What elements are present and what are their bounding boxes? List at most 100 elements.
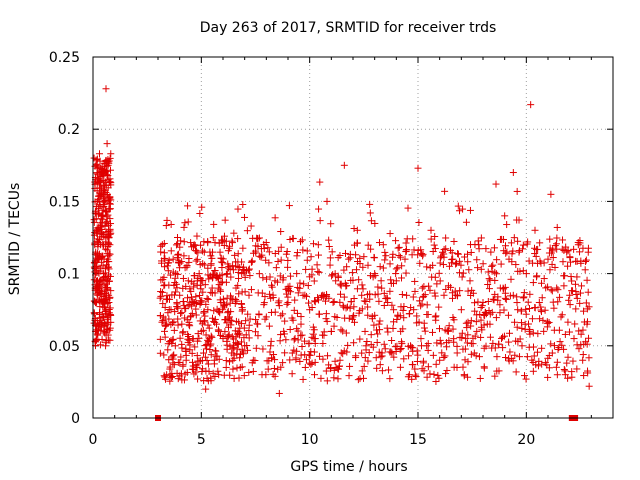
data-point <box>218 271 226 279</box>
data-point <box>308 265 316 273</box>
data-point <box>106 230 114 238</box>
data-point <box>223 270 231 278</box>
data-point <box>372 354 380 362</box>
data-point <box>202 300 210 308</box>
data-point <box>424 346 432 354</box>
data-point <box>199 326 207 334</box>
data-point <box>288 349 296 357</box>
data-point <box>431 273 439 281</box>
data-point <box>107 150 115 158</box>
data-point <box>234 250 242 258</box>
data-point <box>584 318 592 326</box>
data-point <box>323 317 331 325</box>
data-point <box>482 342 490 350</box>
data-point <box>168 372 176 380</box>
data-point <box>94 255 102 263</box>
data-point <box>493 256 501 264</box>
data-point <box>398 262 406 270</box>
data-point <box>350 303 358 311</box>
data-point <box>237 300 245 308</box>
data-point <box>336 298 344 306</box>
data-point <box>370 254 378 262</box>
data-point <box>538 294 546 302</box>
data-point <box>308 359 316 367</box>
data-point <box>196 281 204 289</box>
data-point <box>375 297 383 305</box>
data-point <box>250 249 258 257</box>
data-point <box>262 371 270 379</box>
data-point <box>96 150 103 158</box>
data-point <box>298 236 306 244</box>
data-point <box>179 328 187 336</box>
data-point <box>276 337 284 345</box>
data-point <box>238 258 246 266</box>
data-point <box>222 363 230 371</box>
data-point <box>345 255 353 263</box>
data-point <box>577 289 585 297</box>
data-point <box>430 370 438 378</box>
data-point <box>342 329 350 337</box>
data-point <box>178 320 186 328</box>
data-point <box>284 283 292 291</box>
data-point <box>202 345 210 353</box>
data-point <box>204 237 212 245</box>
data-point <box>222 278 230 286</box>
data-point <box>261 293 269 301</box>
data-point <box>348 269 356 277</box>
data-point <box>227 308 235 316</box>
data-point <box>335 362 343 370</box>
data-point <box>387 276 395 284</box>
data-point <box>526 305 534 313</box>
data-point <box>389 279 397 287</box>
data-point <box>375 239 383 247</box>
data-point <box>210 220 218 228</box>
data-point <box>301 291 309 299</box>
data-point <box>277 312 285 320</box>
data-point <box>106 215 114 223</box>
data-point <box>260 301 268 309</box>
data-point <box>106 166 114 174</box>
data-point <box>235 274 243 282</box>
data-point <box>270 364 278 372</box>
data-point <box>219 255 227 263</box>
data-point <box>420 367 428 375</box>
data-point <box>497 335 505 343</box>
data-point <box>582 299 590 307</box>
data-point <box>454 202 462 210</box>
data-point <box>316 352 324 360</box>
data-point <box>467 248 475 256</box>
data-point <box>392 237 400 245</box>
data-point <box>299 375 307 383</box>
data-point <box>540 275 548 283</box>
data-point <box>532 246 540 254</box>
data-point <box>371 272 379 280</box>
data-point <box>217 279 225 287</box>
data-point <box>579 326 587 334</box>
data-point <box>375 348 383 356</box>
data-point <box>283 300 291 308</box>
data-point <box>520 293 528 301</box>
data-point <box>538 279 546 287</box>
data-point <box>172 280 180 288</box>
data-point <box>351 318 359 326</box>
data-point <box>245 265 253 273</box>
data-point <box>342 282 350 290</box>
data-point <box>166 363 174 371</box>
data-point <box>263 357 271 365</box>
data-point <box>203 294 211 302</box>
data-point <box>572 290 580 298</box>
data-point <box>491 344 499 352</box>
data-point <box>294 336 302 344</box>
data-point <box>303 292 311 300</box>
data-point <box>165 295 173 303</box>
data-point <box>275 389 283 397</box>
data-point <box>198 297 206 305</box>
data-point <box>501 283 509 291</box>
data-point <box>164 259 172 267</box>
data-point <box>176 243 184 251</box>
data-point <box>254 235 262 243</box>
data-point <box>377 353 385 361</box>
data-point <box>540 259 548 267</box>
x-axis-label: GPS time / hours <box>290 459 407 475</box>
data-point <box>407 343 415 351</box>
